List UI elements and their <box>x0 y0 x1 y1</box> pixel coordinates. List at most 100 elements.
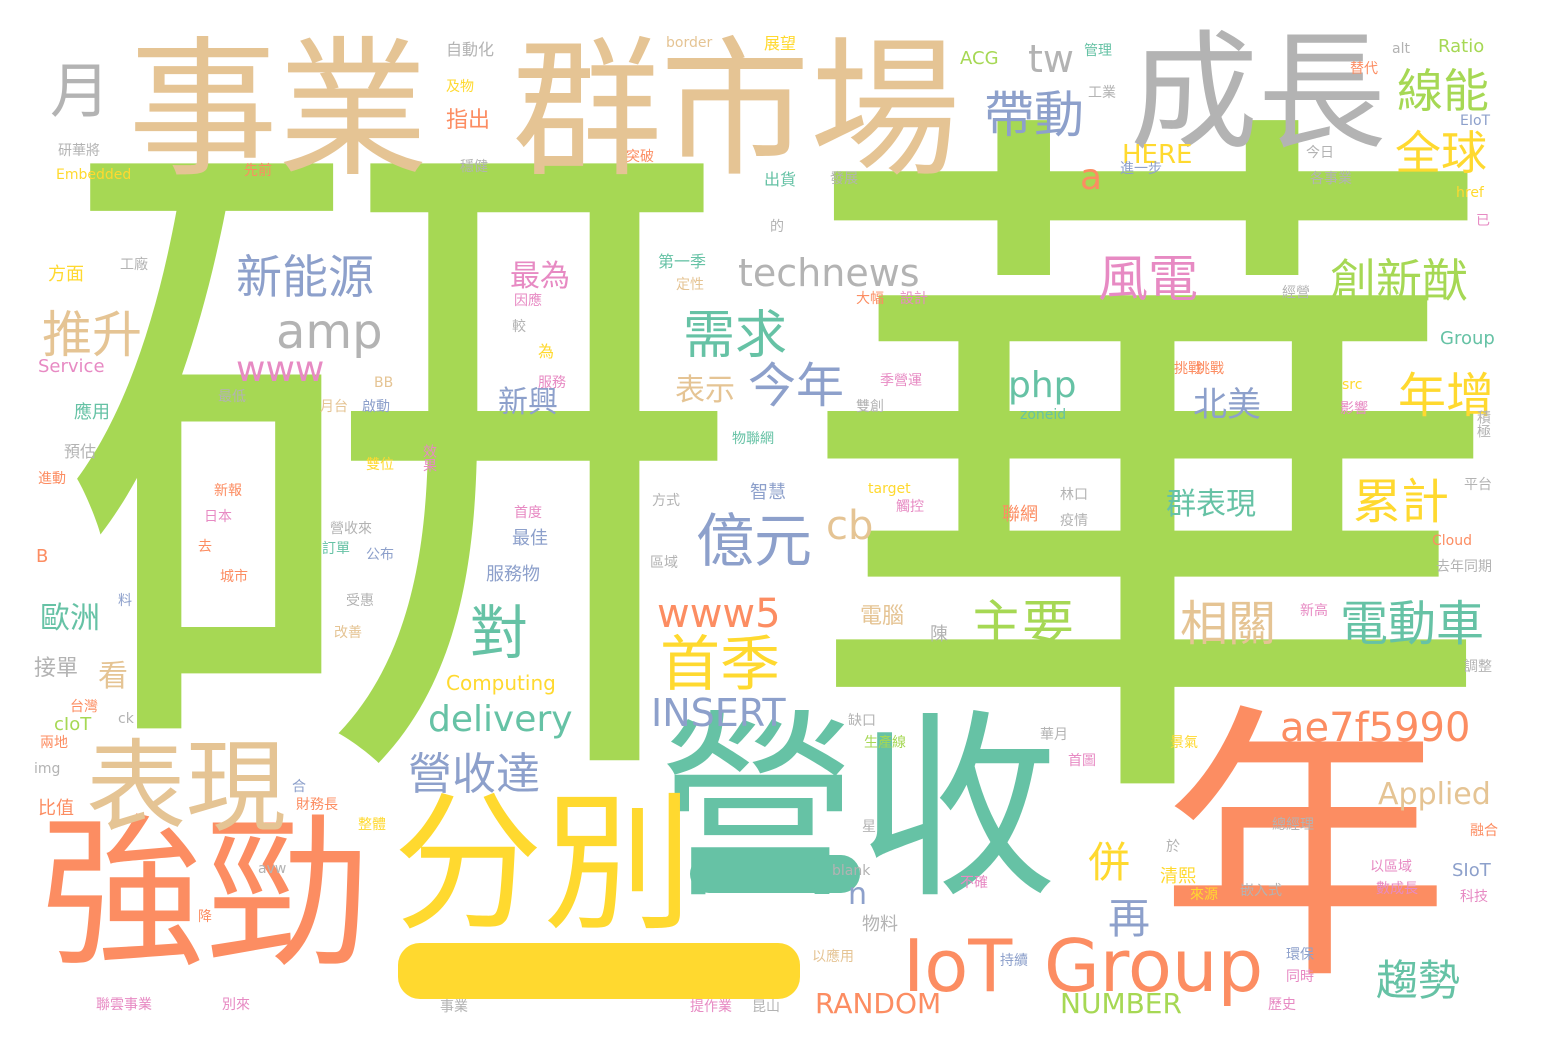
word: 調整 <box>1464 659 1492 675</box>
word: 各事業 <box>1310 171 1352 187</box>
word: 設計 <box>900 291 928 307</box>
word: B <box>36 546 49 567</box>
word: 的 <box>770 219 784 235</box>
word: 營收 <box>658 693 1059 926</box>
word: 區域 <box>650 555 678 571</box>
word: Embedded <box>56 167 132 183</box>
word: IoT <box>903 924 1013 1008</box>
word: 降 <box>198 909 212 925</box>
word: www5 <box>657 591 781 637</box>
word: 台灣 <box>70 699 98 715</box>
word: 物料 <box>862 914 898 935</box>
word: BB <box>374 375 394 391</box>
word: 聯網 <box>1002 504 1038 525</box>
word: NUMBER <box>1060 987 1182 1020</box>
word: 今日 <box>1306 145 1334 161</box>
word: 同時 <box>1286 969 1314 985</box>
word: 首圖 <box>1068 753 1096 769</box>
word: 最低 <box>218 389 246 405</box>
word: 歐洲 <box>40 601 100 636</box>
word: 帶動 <box>984 86 1084 144</box>
word: 影響 <box>1340 401 1368 417</box>
word: 對 <box>470 599 529 667</box>
word: RANDOM <box>815 987 942 1020</box>
word: 線能 <box>1397 64 1489 118</box>
word: 事業 <box>440 999 468 1015</box>
word: 營收來 <box>330 521 372 537</box>
word: 華月 <box>1040 727 1068 743</box>
word: 突破 <box>626 149 654 165</box>
word: 去 <box>198 539 212 555</box>
word: Computing <box>446 671 556 695</box>
word: 自動化 <box>446 40 495 59</box>
word: 趨勢 <box>1376 956 1461 1005</box>
word: 再 <box>1108 894 1151 943</box>
word: 群表現 <box>1166 487 1256 522</box>
word: 缺口 <box>848 713 876 729</box>
word: 月台 <box>320 399 348 415</box>
word: 預估 <box>64 442 97 461</box>
word: 疫情 <box>1060 513 1088 529</box>
word: 華 <box>790 57 1510 895</box>
word: 改善 <box>334 625 362 641</box>
word: 於 <box>1166 839 1180 855</box>
word: 季營運 <box>880 373 922 389</box>
word: 總經理 <box>1272 817 1314 833</box>
word: 北美 <box>1193 385 1261 425</box>
word: 推升 <box>42 306 142 364</box>
yellow-bar <box>398 943 800 999</box>
word: 城市 <box>220 569 248 585</box>
word: zoneid <box>1020 407 1067 423</box>
word: 整體 <box>358 817 386 833</box>
word: 展望 <box>764 34 797 53</box>
word: 研華將 <box>58 143 100 159</box>
word: href <box>1456 185 1484 201</box>
word: tw <box>1028 37 1074 81</box>
word: 相關 <box>1180 596 1277 652</box>
teal-bar <box>690 855 860 893</box>
word: Ratio <box>1438 36 1485 57</box>
word: 去年同期 <box>1436 559 1492 575</box>
word: 料 <box>118 593 132 609</box>
word: 強勁 <box>40 798 370 990</box>
word: 以區域 <box>1370 859 1412 875</box>
word: 服務物 <box>486 564 540 585</box>
word: 首度 <box>514 505 542 521</box>
word: 財務長 <box>296 797 338 813</box>
word: 今年 <box>748 358 845 414</box>
word: 效果 <box>421 444 437 472</box>
word: 新報 <box>214 483 242 499</box>
word: Cloud <box>1432 533 1472 549</box>
word: a <box>1080 157 1103 198</box>
word: ACG <box>960 48 999 69</box>
word: 雙創 <box>856 399 884 415</box>
word: 服務 <box>538 375 566 391</box>
word: 林口 <box>1060 487 1088 503</box>
word: cIoT <box>54 714 92 735</box>
word: 歷史 <box>1268 997 1296 1013</box>
word: 較 <box>512 319 526 335</box>
word: 研 <box>55 65 745 868</box>
word: 進一步 <box>1120 161 1162 177</box>
word: border <box>666 35 713 51</box>
word: amp <box>276 304 383 360</box>
word: Group <box>1440 328 1495 349</box>
word: 事業 <box>128 24 429 198</box>
word: 管理 <box>1084 43 1112 59</box>
word: 先前 <box>244 163 272 179</box>
word: 方面 <box>48 264 84 285</box>
word: 大幅 <box>856 291 884 307</box>
word: 進動 <box>38 471 66 487</box>
word: 年增 <box>1398 368 1495 424</box>
word: 觸控 <box>896 499 924 515</box>
word: 方式 <box>652 493 680 509</box>
word: 星 <box>862 819 876 835</box>
word: 環保 <box>1286 947 1314 963</box>
word: 成長 <box>1130 19 1387 168</box>
word: 應用 <box>74 402 110 423</box>
word: 來源 <box>1190 887 1218 903</box>
word: 營收達 <box>408 749 540 800</box>
word: delivery <box>428 699 573 740</box>
word: 聯雲事業 <box>96 997 152 1013</box>
